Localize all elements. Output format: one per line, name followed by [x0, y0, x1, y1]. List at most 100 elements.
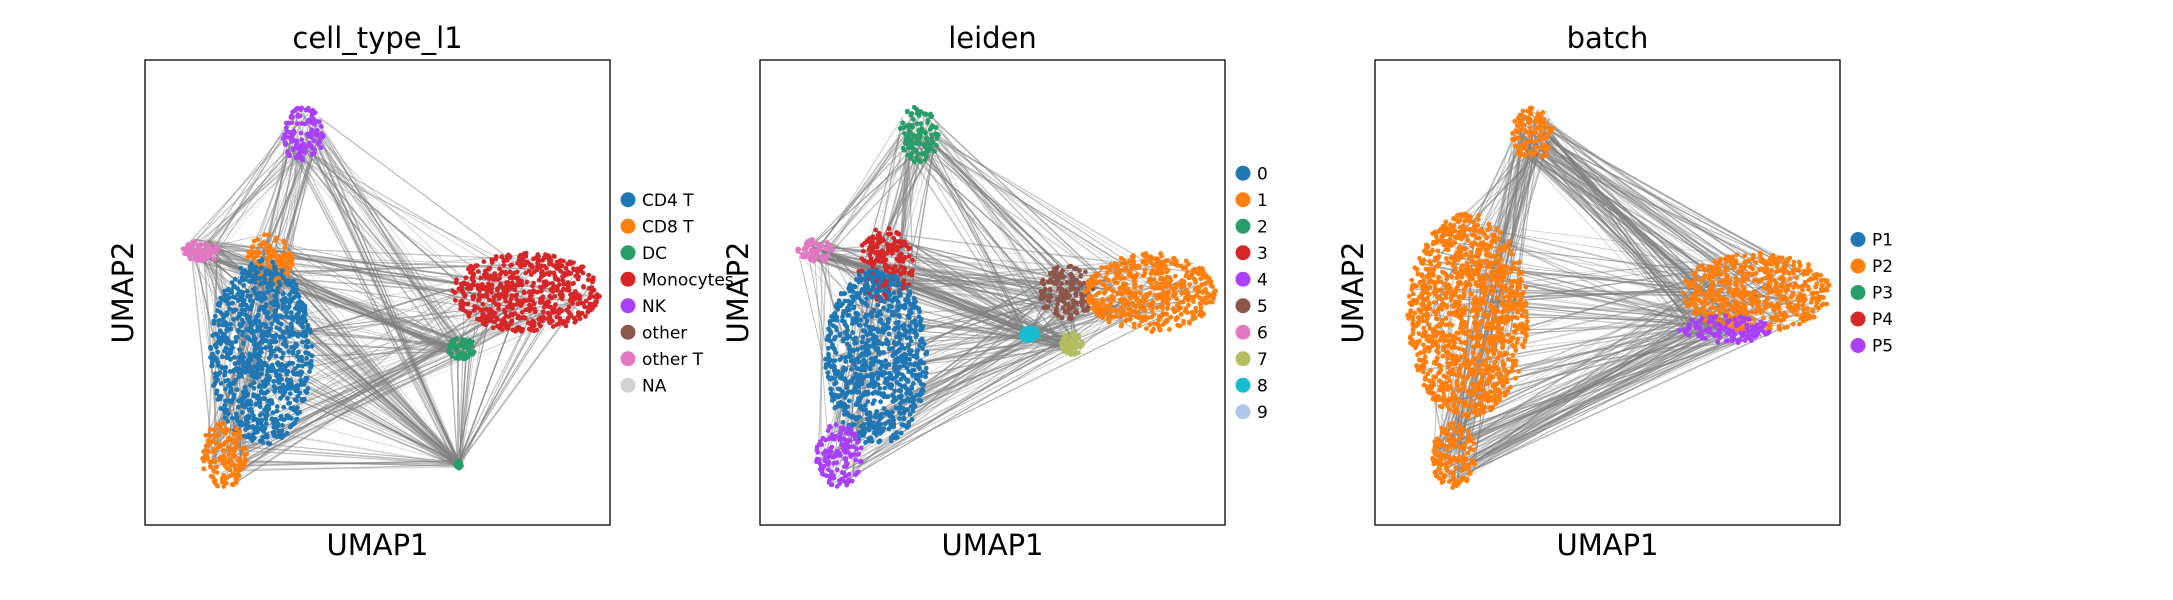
data-point — [886, 325, 892, 330]
data-point — [251, 338, 257, 344]
data-point — [210, 351, 215, 357]
data-point — [862, 403, 868, 408]
data-point — [213, 343, 219, 349]
data-point — [289, 120, 295, 125]
data-point — [1117, 270, 1123, 276]
data-point — [255, 275, 261, 281]
cluster-Monocytes — [450, 250, 602, 334]
data-point — [214, 331, 219, 337]
data-point — [838, 430, 843, 436]
data-point — [475, 269, 481, 274]
data-point — [1181, 284, 1187, 289]
data-point — [1143, 314, 1148, 319]
edge-line — [840, 346, 1073, 484]
data-point — [1085, 280, 1091, 286]
data-point — [1150, 267, 1156, 273]
data-point — [211, 446, 216, 452]
data-point — [902, 131, 907, 136]
edge-line — [312, 131, 459, 467]
data-point — [205, 242, 211, 248]
data-point — [922, 142, 927, 147]
legend-label: CD8 T — [642, 217, 694, 237]
data-point — [243, 427, 248, 432]
data-point — [1126, 306, 1131, 312]
edge-line — [900, 117, 1078, 353]
data-point — [1148, 281, 1154, 287]
data-point — [846, 425, 852, 430]
data-point — [1078, 282, 1084, 288]
data-point — [856, 272, 862, 278]
data-point — [294, 416, 300, 422]
data-point — [571, 266, 576, 271]
data-point — [587, 295, 592, 301]
data-point — [266, 315, 272, 321]
data-point — [857, 291, 862, 296]
data-point — [249, 432, 255, 438]
data-point — [233, 443, 239, 448]
data-point — [304, 390, 310, 396]
data-point — [266, 398, 271, 404]
data-point — [287, 256, 293, 261]
data-point — [843, 359, 849, 364]
data-point — [294, 342, 299, 348]
data-point — [184, 247, 189, 253]
edge-line — [831, 332, 1026, 482]
edge-line — [826, 240, 1026, 335]
data-point — [244, 327, 250, 332]
data-point — [929, 125, 934, 130]
data-point — [886, 331, 892, 337]
data-point — [898, 257, 903, 263]
edge-line — [236, 464, 459, 472]
data-point — [841, 470, 847, 476]
data-point — [818, 254, 824, 259]
data-point — [280, 306, 286, 311]
data-point — [223, 386, 228, 392]
data-point — [267, 345, 272, 350]
data-point — [268, 252, 273, 258]
data-point — [270, 259, 276, 265]
data-point — [819, 468, 825, 473]
data-point — [188, 245, 194, 251]
data-point — [867, 268, 872, 274]
data-point — [923, 374, 928, 380]
data-point — [908, 136, 914, 142]
data-point — [1071, 298, 1076, 303]
data-point — [486, 297, 492, 303]
data-point — [905, 109, 910, 115]
data-point — [911, 404, 916, 410]
data-point — [247, 363, 253, 369]
data-point — [217, 455, 223, 460]
data-point — [894, 359, 900, 365]
legend-label: CD4 T — [642, 191, 694, 211]
data-point — [514, 325, 519, 331]
data-point — [854, 375, 860, 381]
data-point — [257, 242, 263, 248]
data-point — [231, 283, 237, 289]
data-point — [900, 345, 905, 351]
data-point — [540, 309, 546, 315]
legend-marker — [620, 298, 636, 314]
data-point — [897, 416, 902, 422]
data-point — [844, 336, 850, 341]
data-point — [216, 336, 222, 341]
data-point — [239, 420, 245, 425]
data-point — [252, 375, 257, 380]
data-point — [846, 478, 852, 484]
edge-line — [916, 308, 1025, 340]
edge-line — [265, 240, 460, 466]
data-point — [1119, 322, 1125, 327]
edge-line — [209, 461, 460, 467]
data-point — [858, 372, 864, 378]
data-point — [275, 423, 281, 428]
data-point — [843, 366, 849, 372]
data-point — [560, 278, 566, 283]
data-point — [255, 253, 260, 259]
data-point — [222, 462, 228, 468]
data-point — [897, 293, 903, 298]
data-point — [833, 422, 839, 428]
data-point — [885, 307, 891, 313]
data-point — [570, 301, 575, 306]
data-point — [855, 347, 860, 352]
data-point — [296, 310, 302, 316]
data-point — [921, 111, 927, 117]
